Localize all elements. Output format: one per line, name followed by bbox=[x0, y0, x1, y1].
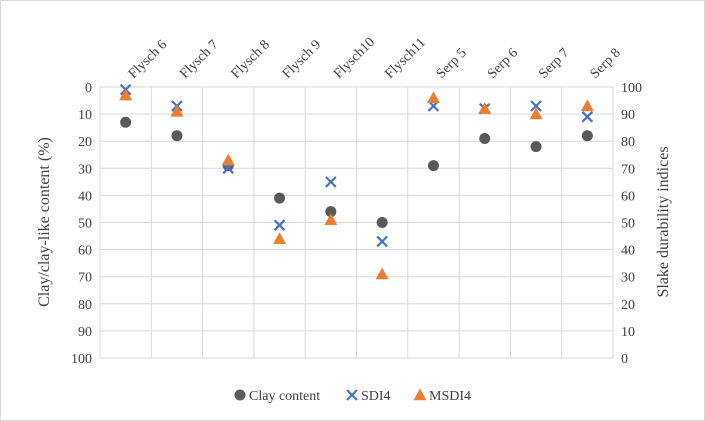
legend: Clay content SDI4 MSDI4 bbox=[234, 388, 471, 404]
legend-item: Clay content bbox=[234, 389, 320, 404]
right-tick-label: 90 bbox=[621, 108, 635, 123]
right-tick-label: 20 bbox=[621, 298, 635, 313]
data-point bbox=[581, 130, 593, 142]
data-point bbox=[530, 100, 542, 112]
legend-label: SDI4 bbox=[361, 389, 391, 404]
legend-marker bbox=[234, 389, 246, 401]
data-point bbox=[325, 206, 337, 218]
data-point bbox=[581, 111, 594, 123]
series-clay-content bbox=[120, 116, 593, 228]
data-point bbox=[325, 176, 337, 188]
data-point bbox=[273, 219, 286, 231]
left-tick-label: 30 bbox=[78, 162, 92, 177]
data-point bbox=[273, 232, 287, 244]
right-tick-label: 70 bbox=[621, 162, 635, 177]
left-tick-label: 70 bbox=[78, 271, 92, 286]
left-tick-label: 20 bbox=[78, 135, 92, 150]
data-point bbox=[479, 132, 491, 144]
data-point bbox=[376, 217, 388, 228]
right-tick-label: 50 bbox=[621, 217, 635, 232]
left-tick-label: 0 bbox=[85, 81, 92, 96]
legend-label: MSDI4 bbox=[429, 389, 471, 404]
data-point bbox=[426, 91, 440, 104]
right-tick-label: 30 bbox=[621, 271, 635, 286]
data-point bbox=[274, 192, 286, 204]
data-point bbox=[530, 141, 542, 153]
legend-marker bbox=[346, 389, 358, 401]
right-tick-label: 0 bbox=[621, 352, 628, 367]
right-tick-label: 80 bbox=[621, 135, 635, 150]
right-tick-label: 40 bbox=[621, 244, 635, 259]
legend-item: MSDI4 bbox=[413, 388, 471, 404]
data-point bbox=[478, 102, 492, 114]
left-tick-label: 100 bbox=[71, 352, 92, 367]
right-tick-label: 60 bbox=[621, 189, 635, 204]
data-point bbox=[120, 116, 132, 128]
data-point bbox=[376, 235, 388, 248]
data-point bbox=[580, 99, 594, 112]
data-point bbox=[119, 88, 133, 101]
data-point bbox=[529, 107, 543, 120]
left-tick-label: 80 bbox=[78, 298, 92, 313]
legend-label: Clay content bbox=[249, 389, 320, 404]
legend-item: SDI4 bbox=[346, 389, 391, 404]
right-tick-label: 10 bbox=[621, 325, 635, 340]
right-axis-title: Slake durability indices bbox=[655, 146, 672, 297]
data-marks bbox=[119, 83, 594, 280]
data-point bbox=[170, 104, 184, 117]
left-tick-label: 40 bbox=[78, 189, 92, 204]
left-tick-label: 10 bbox=[78, 108, 92, 123]
gridlines bbox=[99, 86, 614, 359]
legend-marker bbox=[413, 388, 427, 401]
right-tick-label: 100 bbox=[621, 81, 642, 96]
left-axis-title: Clay/clay-like content (%) bbox=[36, 137, 53, 307]
left-tick-label: 60 bbox=[78, 244, 92, 259]
data-point bbox=[375, 267, 389, 280]
data-point bbox=[221, 153, 235, 166]
left-tick-label: 90 bbox=[78, 325, 92, 340]
left-axis-ticks: 0 10 20 30 40 50 60 70 80 90 100 bbox=[71, 81, 92, 367]
data-point bbox=[171, 130, 183, 142]
series-msdi4 bbox=[119, 88, 594, 280]
data-point bbox=[427, 160, 439, 172]
data-point bbox=[324, 213, 338, 225]
left-tick-label: 50 bbox=[78, 217, 92, 232]
